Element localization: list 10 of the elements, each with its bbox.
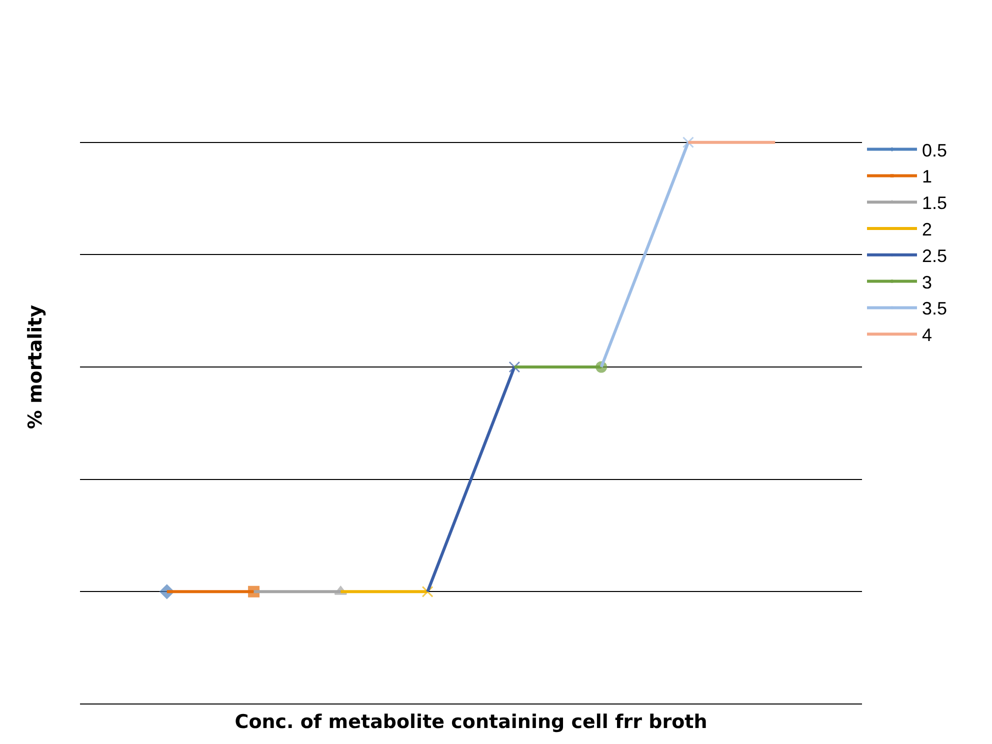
legend-label: 1 — [922, 166, 932, 187]
legend-label: 1.5 — [922, 193, 948, 214]
legend-label: 3.5 — [922, 298, 948, 319]
legend-label: 2 — [922, 220, 932, 240]
legend-label: 3 — [922, 272, 932, 292]
legend-label: 4 — [922, 325, 932, 346]
y-axis-title: % mortality — [24, 304, 46, 430]
legend-label: 0.5 — [922, 140, 948, 160]
legend-label: 2.5 — [922, 246, 948, 266]
x-axis-title: Conc. of metabolite containing cell frr broth — [234, 710, 708, 733]
